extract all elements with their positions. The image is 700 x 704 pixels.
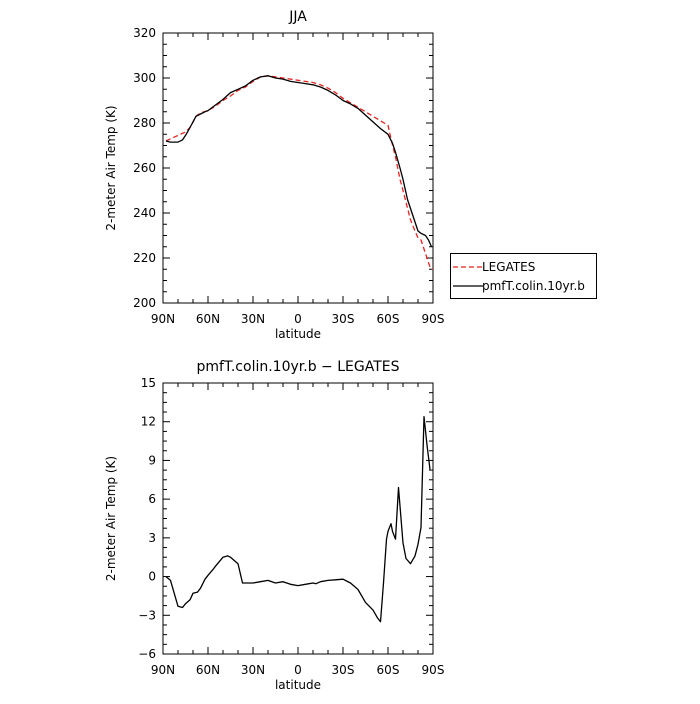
panel1-frame xyxy=(162,32,434,304)
legend-label-model: pmfT.colin.10yr.b xyxy=(482,279,585,293)
panel1-xtick-label: 0 xyxy=(294,312,302,326)
panel2-ytick-label: −3 xyxy=(138,608,156,622)
panel2-xtick-label: 30N xyxy=(241,663,265,677)
legend-swatch-model xyxy=(453,285,483,287)
panel2-ytick-label: 12 xyxy=(141,415,156,429)
panel1-series-line-2 xyxy=(165,75,433,248)
panel2-xtick-label: 0 xyxy=(294,663,302,677)
legend-label-legates: LEGATES xyxy=(482,260,536,274)
panel1-xtick-label: 30S xyxy=(332,312,355,326)
panel1-series-line-1 xyxy=(165,75,434,270)
panel2-ytick-label: 0 xyxy=(148,570,156,584)
panel1-xtick-label: 60S xyxy=(377,312,400,326)
panel2-xtick-label: 30S xyxy=(332,663,355,677)
panel2-series-line-1 xyxy=(165,415,431,623)
panel1-xtick-label: 60N xyxy=(196,312,220,326)
panel2-xtick-label: 60S xyxy=(377,663,400,677)
panel2-frame xyxy=(162,382,434,655)
panel2-ytick-label: 9 xyxy=(148,453,156,467)
panel1-ytick-label: 200 xyxy=(133,296,156,310)
panel1-ytick-label: 260 xyxy=(133,161,156,175)
panel1-xtick-label: 90N xyxy=(151,312,175,326)
panel1-ytick-label: 220 xyxy=(133,251,156,265)
panel1-ytick-label: 320 xyxy=(133,26,156,40)
panel2-title: pmfT.colin.10yr.b − LEGATES xyxy=(197,359,400,375)
panel2-ytick-label: 15 xyxy=(141,376,156,390)
panel1-ytick-label: 280 xyxy=(133,116,156,130)
panel1-ylabel: 2-meter Air Temp (K) xyxy=(104,105,118,230)
panel2-xtick-label: 90N xyxy=(151,663,175,677)
panel2-ylabel: 2-meter Air Temp (K) xyxy=(104,456,118,581)
panel1-ytick-label: 240 xyxy=(133,206,156,220)
panel1-title: JJA xyxy=(288,9,307,25)
panel2-ytick-label: 6 xyxy=(148,492,156,506)
legend-entry-model: pmfT.colin.10yr.b xyxy=(451,277,596,295)
panel2-ytick-label: 3 xyxy=(148,531,156,545)
legend-swatch-legates xyxy=(453,266,483,268)
panel1-xtick-label: 90S xyxy=(422,312,445,326)
panel1-xlabel: latitude xyxy=(275,327,321,341)
legend: LEGATES pmfT.colin.10yr.b xyxy=(450,253,597,299)
panel1-xtick-label: 30N xyxy=(241,312,265,326)
panel2-xtick-label: 60N xyxy=(196,663,220,677)
panel2-xlabel: latitude xyxy=(275,678,321,692)
panel2-xtick-label: 90S xyxy=(422,663,445,677)
panel1-ytick-label: 300 xyxy=(133,71,156,85)
legend-entry-legates: LEGATES xyxy=(451,258,596,276)
panel2-ytick-label: −6 xyxy=(138,647,156,661)
